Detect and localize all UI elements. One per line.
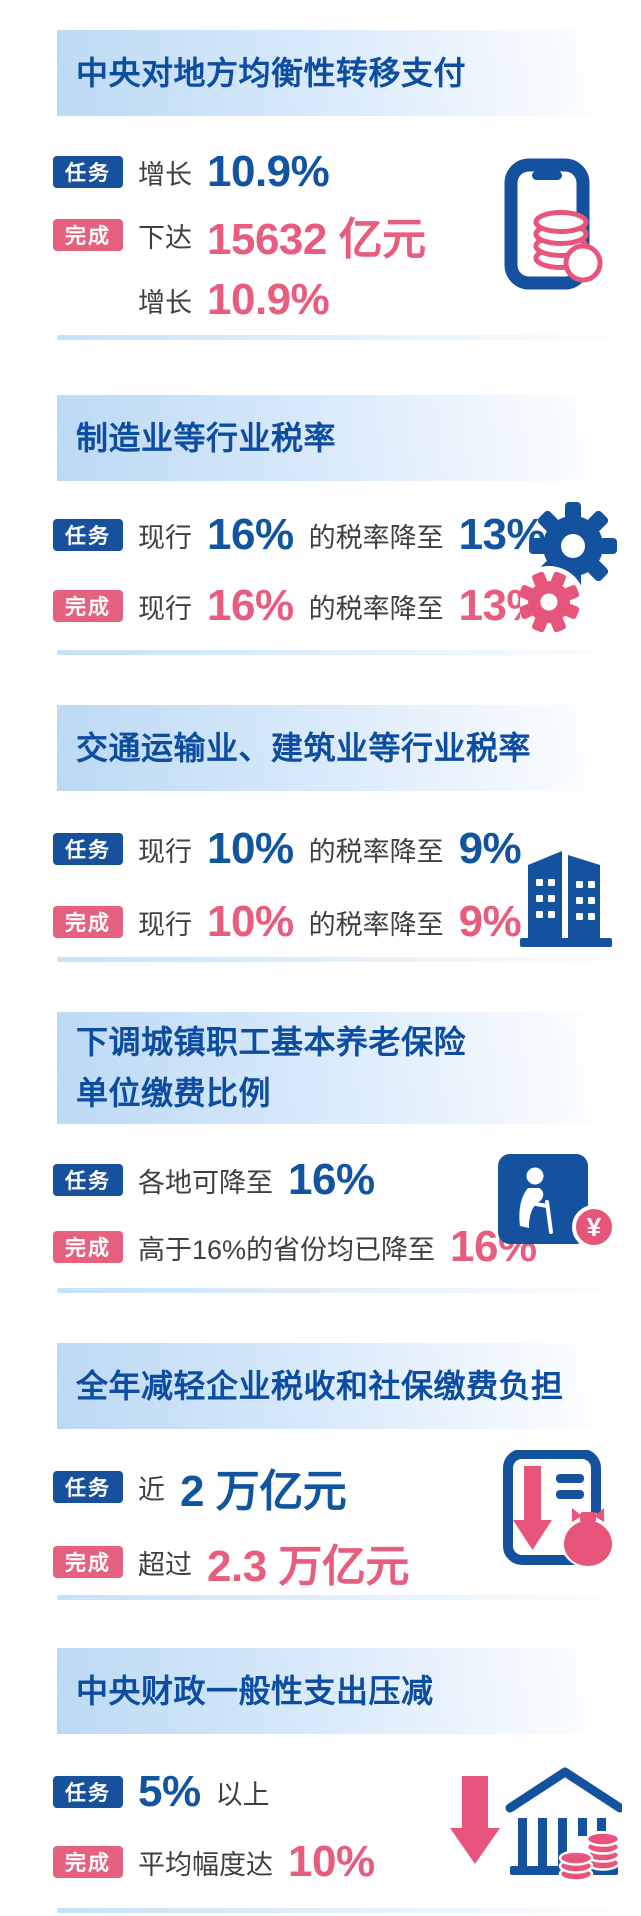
row-label: 的税率降至 <box>308 522 444 553</box>
row-label: 以上 <box>215 1779 270 1810</box>
row-value: 10.9% <box>207 275 330 324</box>
pension-yuan-icon: ¥ <box>498 1154 616 1249</box>
task-badge: 任务 <box>53 519 123 551</box>
section-title: 交通运输业、建筑业等行业税率 <box>76 729 532 766</box>
row-label: 现行 <box>138 593 192 624</box>
row-label: 现行 <box>138 836 192 867</box>
done-row: 完成 现行 10% 的税率降至 9% <box>53 897 522 946</box>
svg-text:¥: ¥ <box>587 1212 602 1242</box>
section-title-bar: 交通运输业、建筑业等行业税率 <box>57 705 641 791</box>
row-label: 各地可降至 <box>138 1167 273 1198</box>
bank-spending-cut-icon <box>450 1767 622 1882</box>
section-title-line2: 单位缴费比例 <box>76 1075 272 1111</box>
done-badge: 完成 <box>53 906 123 938</box>
phone-coins-icon <box>504 158 603 290</box>
row-value: 2.3 万亿元 <box>207 1542 409 1591</box>
section-divider <box>57 1288 641 1293</box>
row-label: 下达 <box>138 222 192 253</box>
section-title: 中央对地方均衡性转移支付 <box>76 54 467 91</box>
section-divider <box>57 650 641 655</box>
row-label: 高于16%的省份均已降至 <box>138 1234 436 1265</box>
row-value: 2 万亿元 <box>180 1467 347 1516</box>
done-badge: 完成 <box>53 1546 123 1578</box>
row-value: 16% <box>288 1155 375 1204</box>
buildings-icon <box>520 851 612 947</box>
row-label: 近 <box>138 1474 165 1505</box>
row-value: 15632 亿元 <box>207 215 426 264</box>
task-row: 任务 5% 以上 <box>53 1767 270 1816</box>
row-value: 16% <box>207 581 294 630</box>
row-label: 现行 <box>138 909 192 940</box>
done-badge: 完成 <box>53 219 123 251</box>
row-value: 10% <box>207 824 294 873</box>
row-value: 10% <box>207 897 294 946</box>
row-value: 10.9% <box>207 147 330 196</box>
row-value: 9% <box>458 897 522 946</box>
section-divider <box>57 957 641 962</box>
row-label: 增长 <box>138 159 192 190</box>
row-value: 9% <box>458 824 522 873</box>
done-row: 完成 高于16%的省份均已降至 16% <box>53 1222 537 1271</box>
section-title-bar: 全年减轻企业税收和社保缴费负担 <box>57 1343 641 1429</box>
task-row: 任务 现行 16% 的税率降至 13% <box>53 510 546 559</box>
section-divider <box>57 335 641 340</box>
done-badge: 完成 <box>53 1231 123 1263</box>
row-label: 的税率降至 <box>308 836 444 867</box>
gears-icon <box>520 502 617 638</box>
task-badge: 任务 <box>53 1471 123 1503</box>
done-row-continued: 增长 10.9% <box>53 275 330 324</box>
task-row: 任务 近 2 万亿元 <box>53 1464 347 1516</box>
done-row: 完成 平均幅度达 10% <box>53 1837 375 1886</box>
section-title-bar: 中央对地方均衡性转移支付 <box>57 30 641 116</box>
section-title: 中央财政一般性支出压减 <box>76 1672 434 1709</box>
done-badge: 完成 <box>53 1846 123 1878</box>
section-divider <box>57 1908 641 1913</box>
done-badge: 完成 <box>53 590 123 622</box>
task-row: 任务 增长 10.9% <box>53 147 330 196</box>
task-row: 任务 各地可降至 16% <box>53 1155 375 1204</box>
section-title-bar: 中央财政一般性支出压减 <box>57 1648 641 1734</box>
task-badge: 任务 <box>53 1164 123 1196</box>
task-badge: 任务 <box>53 156 123 188</box>
section-title: 下调城镇职工基本养老保险 <box>76 1024 467 1061</box>
done-row: 完成 现行 16% 的税率降至 13% <box>53 581 546 630</box>
row-value: 16% <box>207 510 294 559</box>
section-divider <box>57 1595 641 1600</box>
row-label: 现行 <box>138 522 192 553</box>
tax-cut-document-icon <box>503 1450 616 1568</box>
task-badge: 任务 <box>53 1776 123 1808</box>
section-title-bar: 制造业等行业税率 <box>57 395 641 481</box>
task-row: 任务 现行 10% 的税率降至 9% <box>53 824 522 873</box>
row-label: 的税率降至 <box>308 593 444 624</box>
done-row: 完成 超过 2.3 万亿元 <box>53 1539 409 1591</box>
done-row: 完成 下达 15632 亿元 <box>53 212 426 264</box>
row-label: 的税率降至 <box>308 909 444 940</box>
section-title-bar: 下调城镇职工基本养老保险 单位缴费比例 <box>57 1012 641 1124</box>
row-value: 5% <box>138 1767 201 1816</box>
task-badge: 任务 <box>53 833 123 865</box>
row-value: 10% <box>288 1837 375 1886</box>
row-label: 超过 <box>138 1549 192 1580</box>
row-label: 增长 <box>138 287 192 318</box>
section-title: 全年减轻企业税收和社保缴费负担 <box>76 1367 564 1404</box>
section-title: 制造业等行业税率 <box>76 419 337 456</box>
row-label: 平均幅度达 <box>138 1849 273 1880</box>
